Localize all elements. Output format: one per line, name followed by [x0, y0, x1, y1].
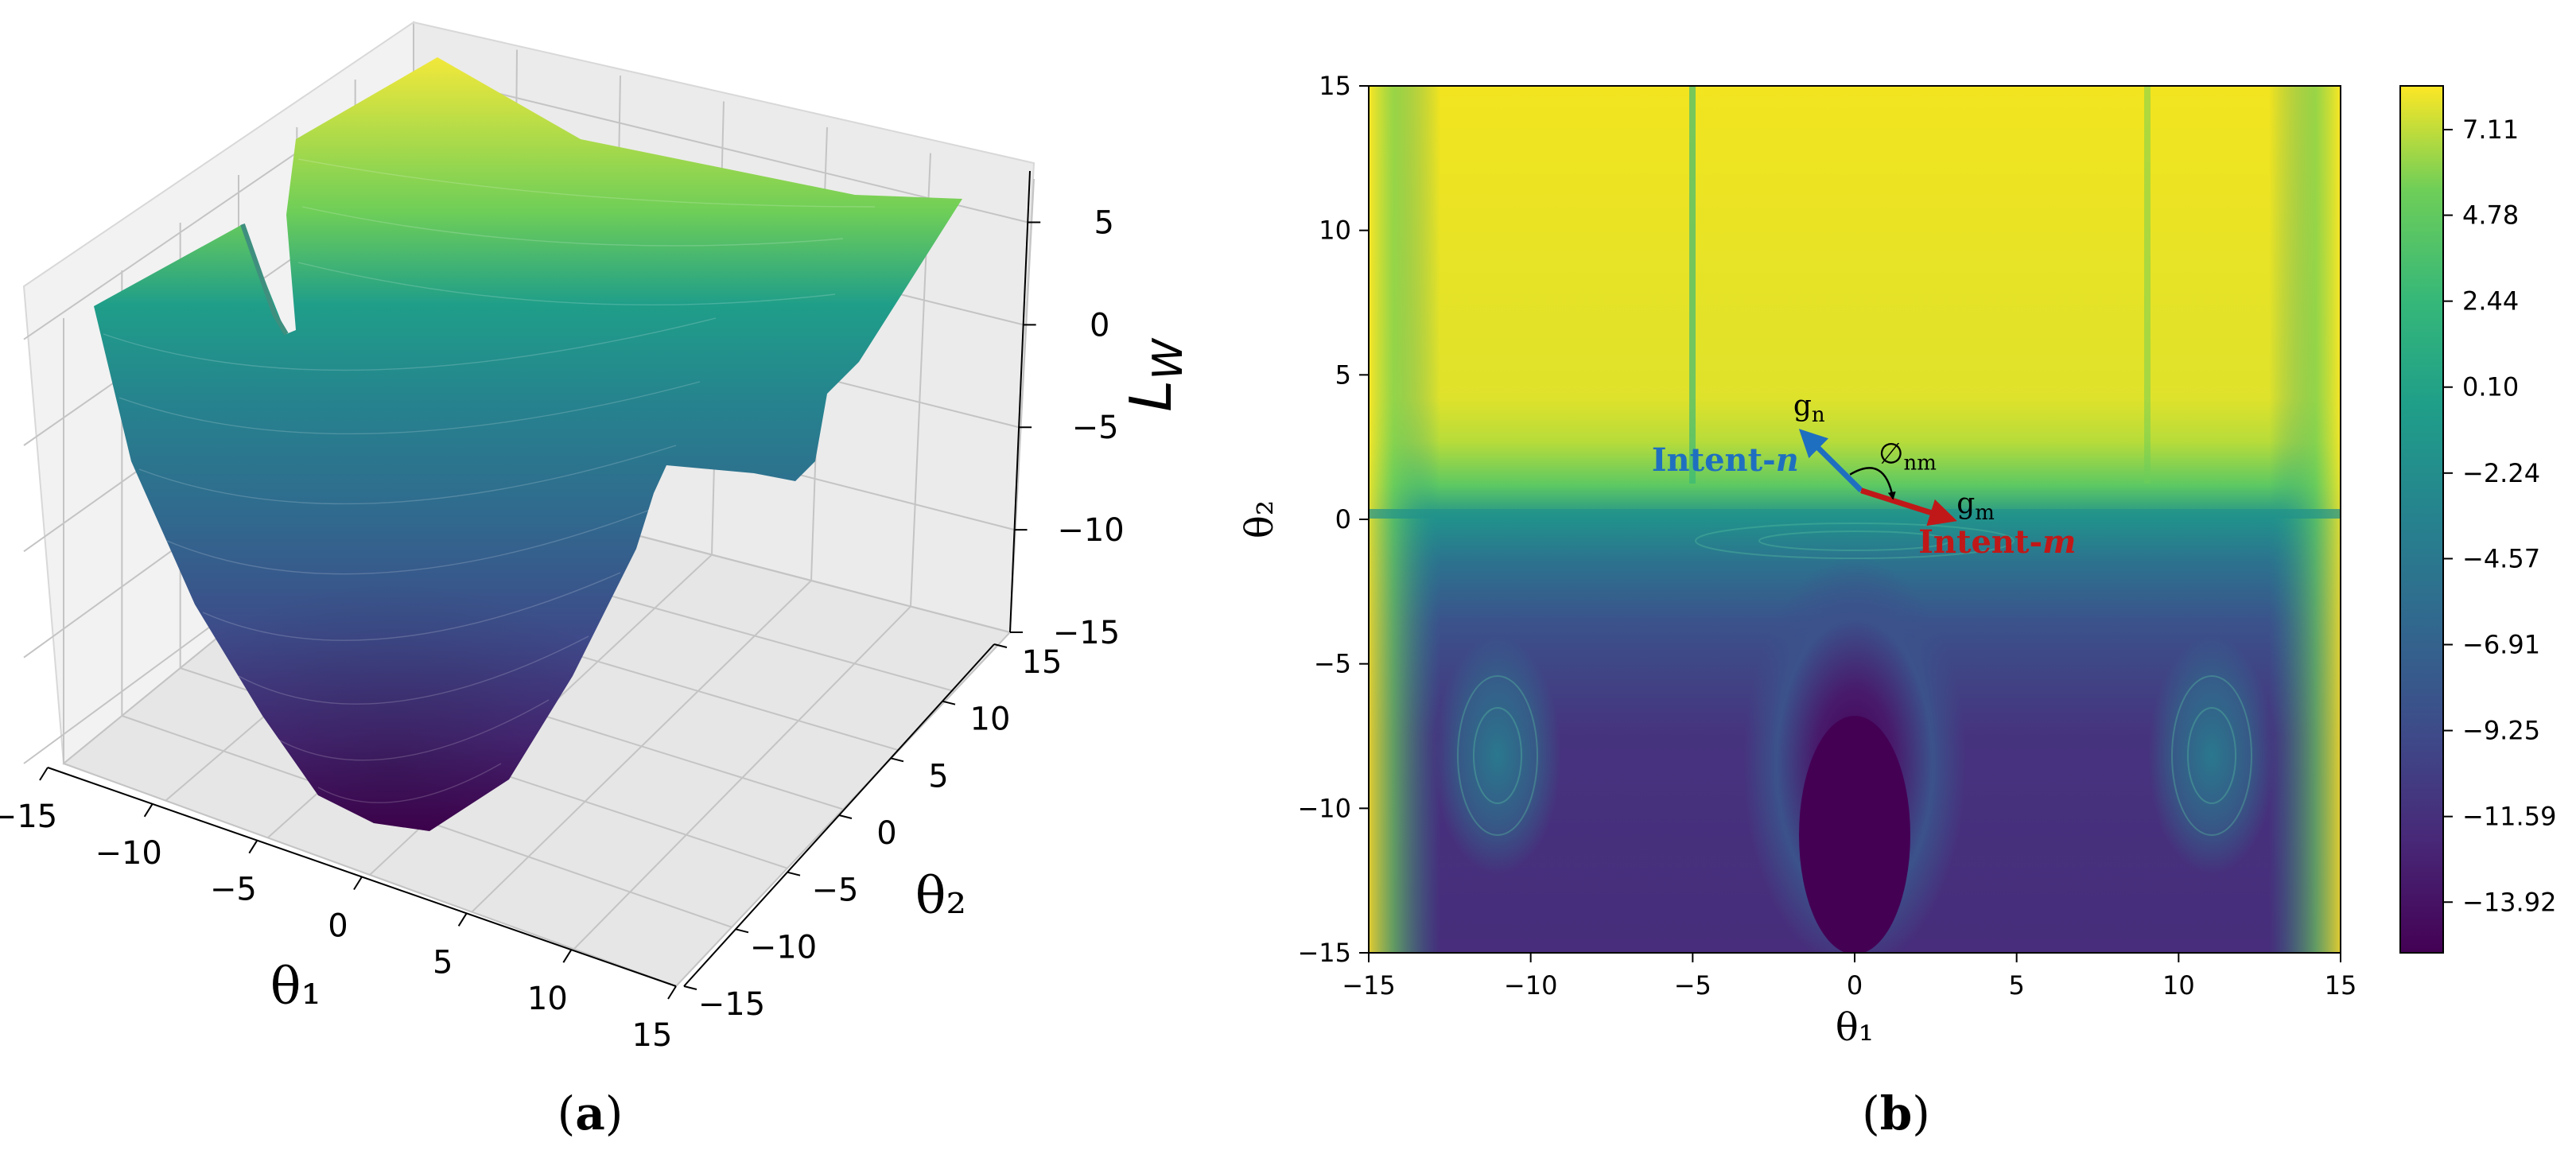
heatmap-panel: −15 −10 −5 0 5 10 15 15 10 5 0 −5 −10 −15 θ₁ θ₂ gn gm… — [1237, 71, 2556, 1141]
y-tick-label: −15 — [698, 986, 765, 1023]
x-tick-mark — [248, 840, 258, 854]
y-tick-mark — [890, 757, 904, 763]
colorbar-tick-label: −13.92 — [2462, 887, 2556, 917]
colorbar-tick-label: 2.44 — [2462, 286, 2519, 317]
y-tick-mark — [838, 814, 853, 819]
z-axis-line — [1009, 170, 1031, 633]
hm-y-tick-label: 5 — [1335, 359, 1351, 390]
hm-x-tick-label: 5 — [2008, 970, 2024, 1001]
hm-y-tick-label: −15 — [1297, 938, 1351, 968]
colorbar-tick-label: −6.91 — [2462, 629, 2540, 659]
y-tick-label: −5 — [812, 872, 859, 909]
hm-y-tick-label: 15 — [1319, 71, 1351, 101]
x-tick-label: −15 — [0, 799, 57, 835]
colorbar-tick-label: 0.10 — [2462, 372, 2519, 402]
y-tick-mark — [735, 928, 749, 934]
label-intent-m: Intent-m — [1918, 523, 2076, 561]
x-tick-label: 10 — [527, 981, 568, 1017]
hm-y-tick-label: −5 — [1314, 649, 1351, 679]
x-tick-label: 5 — [433, 944, 453, 981]
y-tick-label: 5 — [928, 758, 948, 795]
colorbar-ticks: 7.11 4.78 2.44 0.10 −2.24 −4.57 −6.91 −9.25 −11.… — [2443, 115, 2556, 917]
x-tick-label: 0 — [328, 908, 348, 945]
colorbar-tick-label: −11.59 — [2462, 802, 2556, 832]
z-grid-line — [413, 72, 1028, 223]
z-tick-label: −10 — [1057, 512, 1124, 549]
label-g-m: gm — [1956, 488, 1995, 525]
x-tick-label: 15 — [632, 1017, 673, 1054]
x-tick-mark — [143, 803, 153, 818]
label-angle-nm: ∅nm — [1879, 438, 1937, 476]
z-tick-label: 0 — [1090, 307, 1109, 344]
colorbar-tick-label: −9.25 — [2462, 716, 2540, 746]
hm-y-tick-label: 0 — [1335, 504, 1351, 534]
label-intent-n: Intent-n — [1652, 441, 1799, 479]
y-tick-label: 15 — [1022, 644, 1063, 681]
x-axis-label: θ₁ — [270, 958, 321, 1016]
y-tick-mark — [942, 700, 956, 705]
surface-shading — [131, 461, 654, 831]
y-axis-label: θ₂ — [915, 867, 966, 926]
z-tick-label: −15 — [1053, 615, 1120, 651]
x-tick-mark — [353, 876, 363, 891]
surface-ridge — [240, 223, 289, 336]
hm-x-tick-label: −5 — [1674, 970, 1712, 1001]
hm-y-tick-label: −10 — [1297, 793, 1351, 823]
label-g-n: gn — [1793, 390, 1825, 427]
hm-y-tick-label: 10 — [1319, 216, 1351, 246]
z-axis-label: LW — [1117, 337, 1192, 412]
x-tick-mark — [667, 985, 677, 1000]
y-tick-label: 0 — [876, 815, 896, 852]
x-tick-mark — [39, 767, 49, 781]
gradient-annotations: gn gm ∅nm Intent-n Intent-m — [1652, 390, 2077, 561]
vector-g-n — [1798, 429, 1863, 493]
z-tick-label: 5 — [1094, 204, 1113, 241]
z-tick-label: −5 — [1072, 410, 1119, 446]
y-grid-line — [63, 763, 677, 987]
colorbar-tick-label: 7.11 — [2462, 115, 2519, 145]
hm-x-tick-label: −15 — [1342, 970, 1396, 1001]
y-tick-label: −10 — [750, 929, 817, 966]
panel-label-b: (b) — [1862, 1086, 1930, 1141]
colorbar-tick-label: 4.78 — [2462, 200, 2519, 231]
heatmap-y-label: θ₂ — [1237, 500, 1282, 538]
vector-g-m — [1860, 488, 1957, 527]
heatmap-image — [1369, 86, 2341, 953]
heatmap-x-label: θ₁ — [1836, 1005, 1874, 1050]
hm-x-tick-label: 15 — [2325, 970, 2357, 1001]
x-tick-mark — [457, 912, 468, 927]
colorbar — [2399, 85, 2444, 954]
hm-x-tick-label: 0 — [1847, 970, 1863, 1001]
x-tick-mark — [562, 949, 573, 963]
colorbar-tick-label: −4.57 — [2462, 543, 2540, 573]
hm-x-tick-label: −10 — [1504, 970, 1558, 1001]
y-tick-label: 10 — [970, 701, 1011, 738]
y-tick-mark — [787, 871, 801, 876]
x-tick-label: −10 — [95, 835, 161, 872]
y-tick-mark — [993, 643, 1008, 648]
heatmap-ticks: −15 −10 −5 0 5 10 15 15 10 5 0 −5 −10 −15 — [1297, 71, 2356, 1001]
panel-label-a: (a) — [558, 1086, 624, 1141]
hm-x-tick-label: 10 — [2162, 970, 2195, 1001]
y-tick-mark — [683, 985, 697, 990]
angle-arc — [1849, 467, 1896, 500]
surface-mesh-lines — [103, 158, 876, 803]
colorbar-tick-label: −2.24 — [2462, 458, 2540, 488]
x-tick-label: −5 — [210, 872, 257, 908]
